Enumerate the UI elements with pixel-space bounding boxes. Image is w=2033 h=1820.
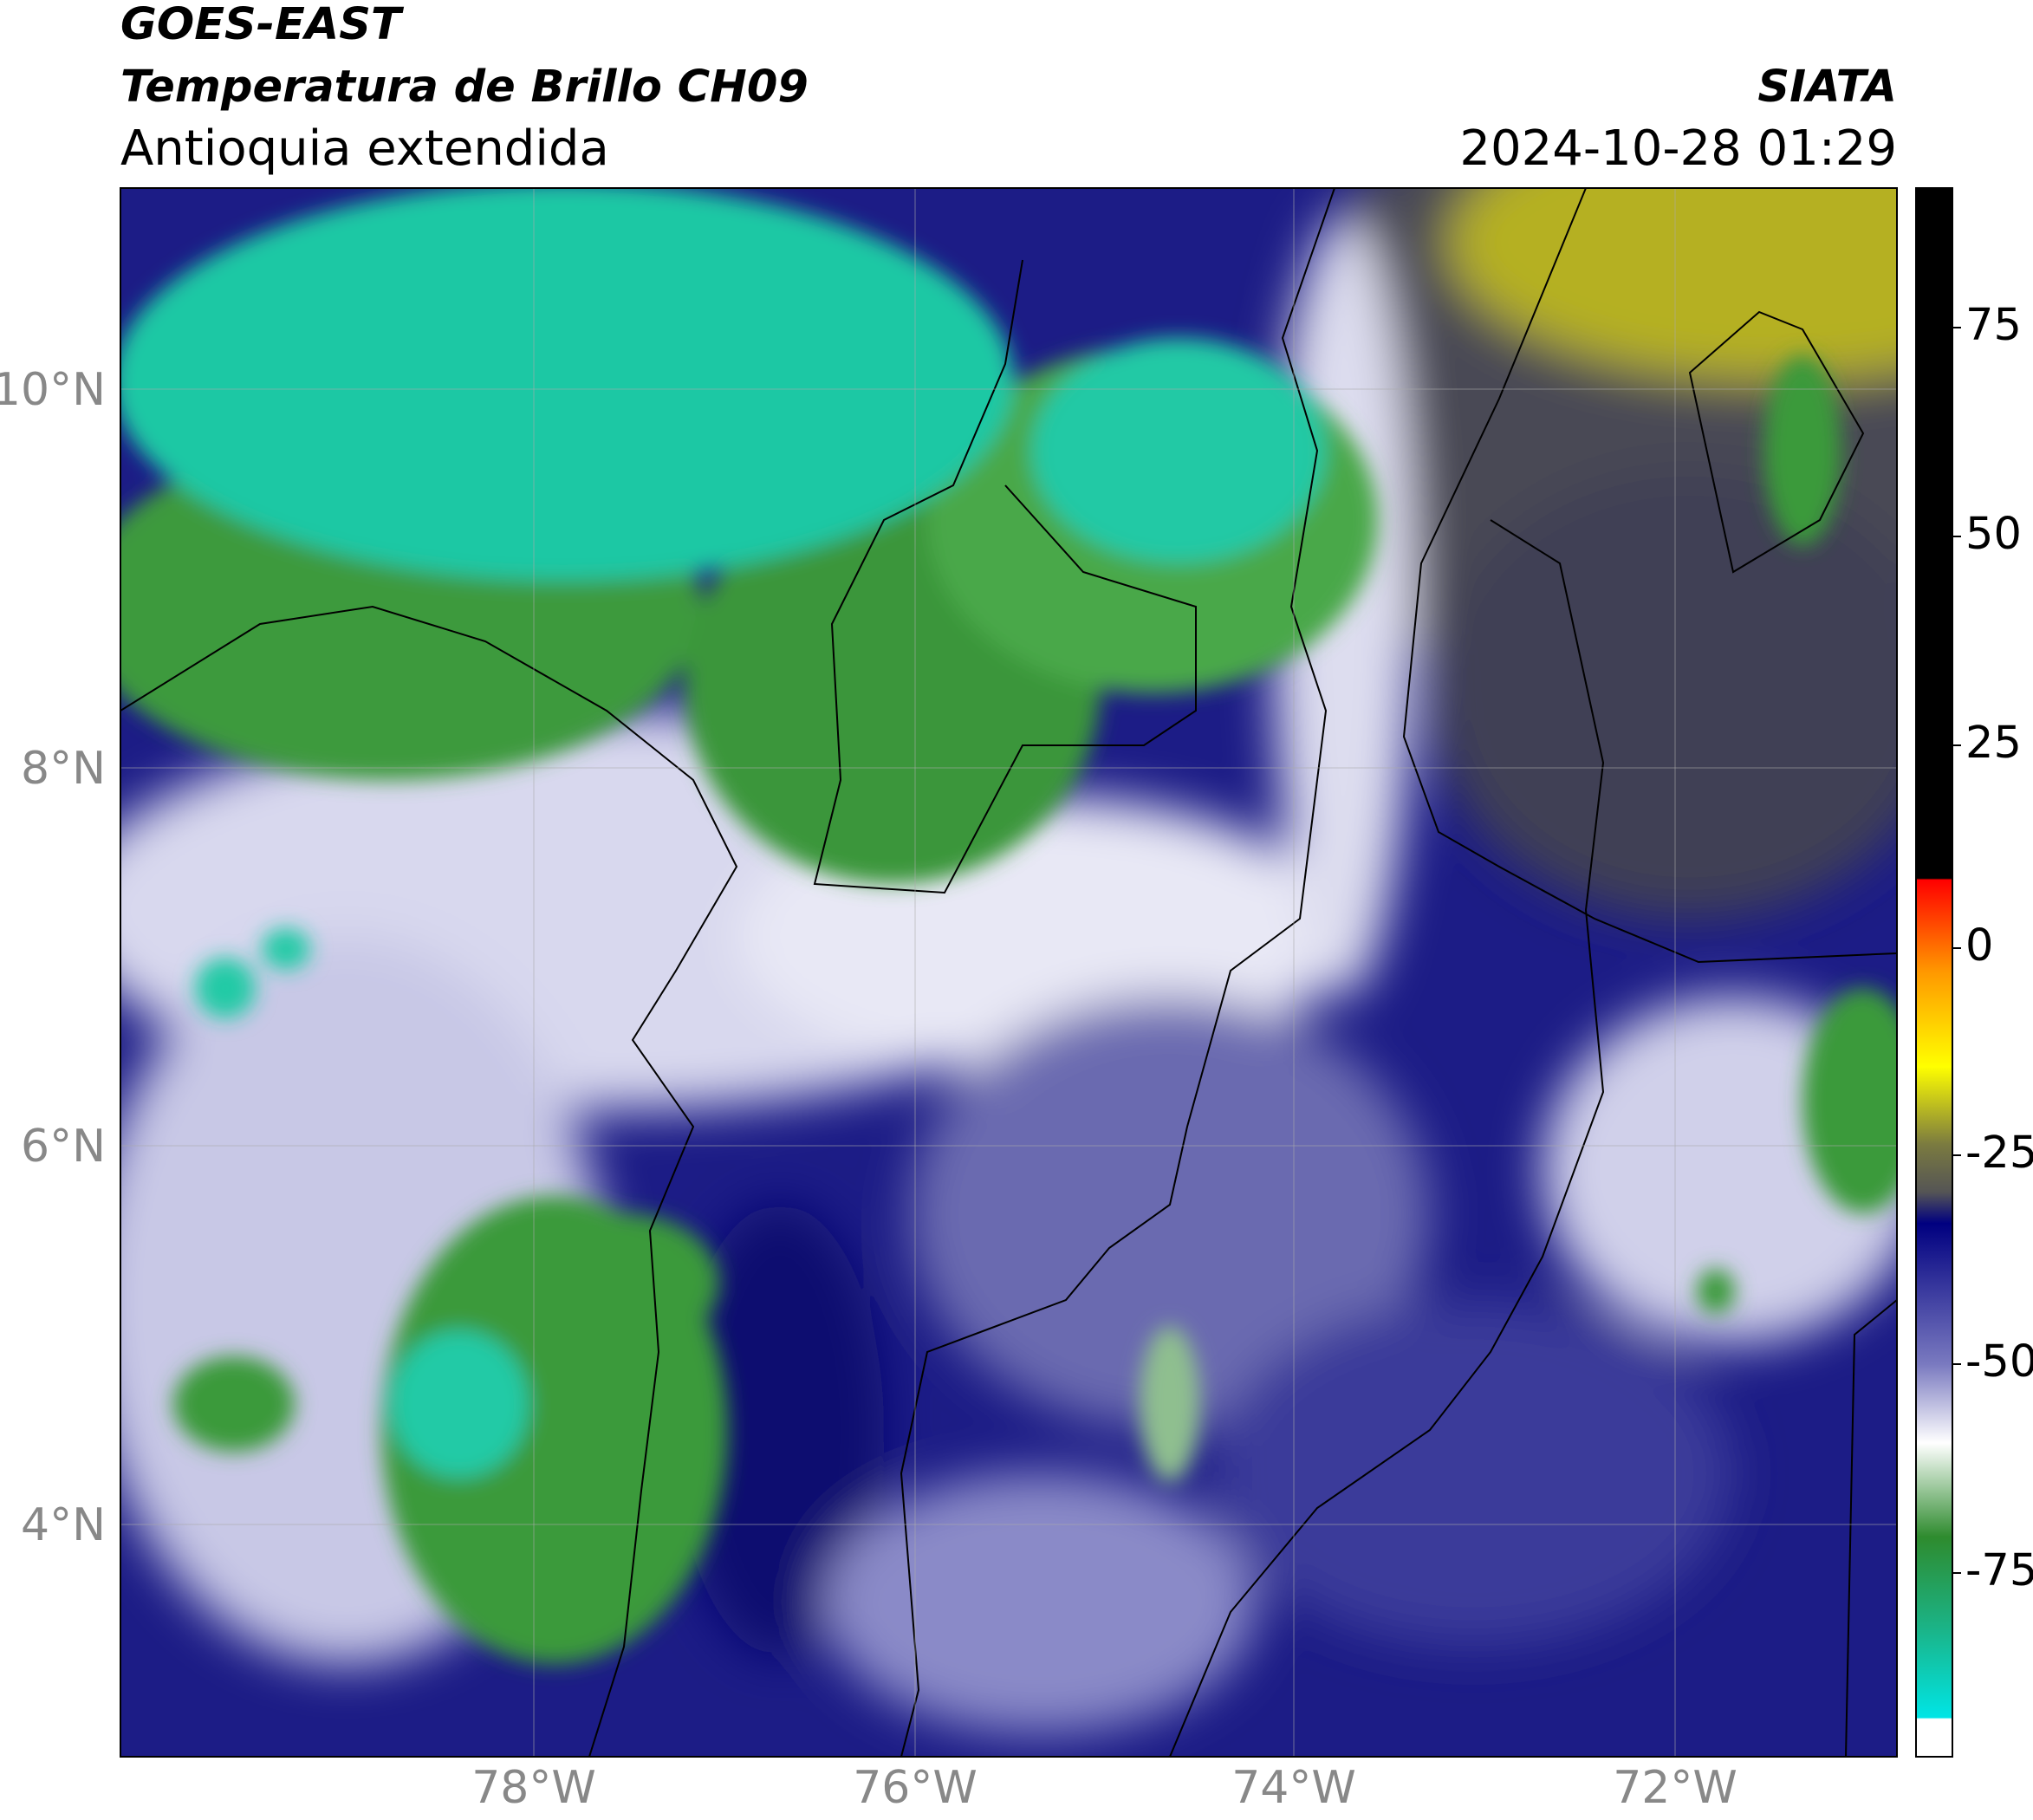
lon-tick-label: 76°W — [853, 1762, 978, 1814]
lat-tick-label: 4°N — [21, 1499, 106, 1551]
colorbar-tick-label: -75 — [1965, 1545, 2033, 1596]
colorbar-tick-label: 50 — [1965, 509, 2022, 560]
lon-tick-label: 74°W — [1231, 1762, 1356, 1814]
colorbar-tick-label: 75 — [1965, 300, 2022, 351]
title: Temperatura de Brillo CH09 — [120, 62, 809, 113]
lon-tick-label: 78°W — [471, 1762, 596, 1814]
title: GOES-EAST — [120, 0, 405, 50]
graticule — [120, 188, 1897, 1757]
subtitle: Antioquia extendida — [120, 120, 609, 177]
lat-tick-label: 10°N — [0, 364, 106, 416]
colorbar-tick-label: 0 — [1965, 920, 1993, 972]
lat-tick-label: 6°N — [21, 1121, 106, 1173]
satellite-image — [120, 188, 1897, 1757]
map-frame — [120, 187, 1898, 1758]
borders — [120, 188, 1897, 1757]
colorbar-tick-label: -50 — [1965, 1336, 2033, 1388]
colorbar — [1915, 187, 1953, 1758]
agency: SIATA — [1757, 62, 1897, 113]
colorbar-tick-label: 25 — [1965, 718, 2022, 769]
lon-tick-label: 72°W — [1613, 1762, 1737, 1814]
lat-tick-label: 8°N — [21, 743, 106, 795]
colorbar-tick-label: -25 — [1965, 1128, 2033, 1179]
timestamp: 2024-10-28 01:29 — [1459, 120, 1897, 177]
